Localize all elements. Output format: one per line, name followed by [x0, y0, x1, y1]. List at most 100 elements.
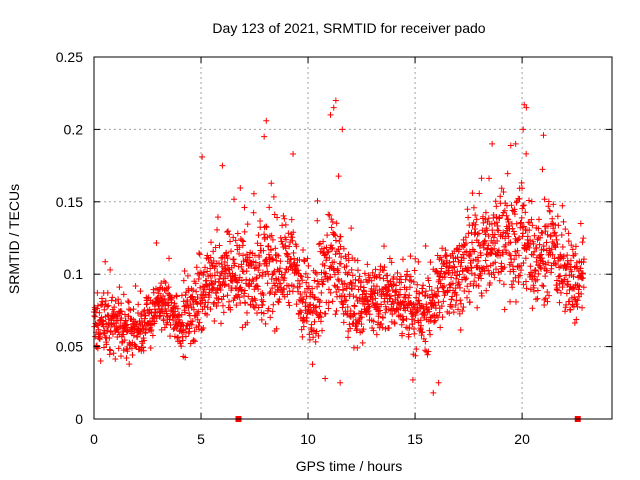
data-point: [549, 251, 556, 258]
data-point: [571, 319, 578, 326]
data-point: [532, 266, 539, 273]
data-point: [242, 300, 249, 307]
data-point: [312, 304, 319, 311]
data-point: [351, 257, 358, 264]
data-point: [572, 243, 579, 250]
data-point: [173, 293, 180, 300]
data-point: [220, 309, 227, 316]
data-point: [239, 324, 246, 331]
data-point: [502, 235, 509, 242]
data-point: [238, 277, 245, 284]
data-point: [214, 214, 221, 221]
data-point: [232, 237, 239, 244]
data-point: [315, 241, 322, 248]
data-point: [325, 211, 332, 218]
data-point: [163, 310, 170, 317]
data-point: [407, 253, 414, 260]
data-point: [491, 274, 498, 281]
data-point: [475, 230, 482, 237]
data-point: [318, 289, 325, 296]
data-point: [470, 204, 477, 211]
data-point: [296, 307, 303, 314]
data-point: [397, 273, 404, 280]
data-point: [303, 279, 310, 286]
data-point: [224, 255, 231, 262]
data-point: [341, 280, 348, 287]
data-point: [302, 299, 309, 306]
data-point: [275, 252, 282, 259]
data-point: [269, 285, 276, 292]
data-point: [165, 284, 172, 291]
data-point: [286, 302, 293, 309]
data-point: [218, 320, 225, 327]
data-point: [318, 314, 325, 321]
data-point: [118, 308, 125, 315]
data-point: [549, 215, 556, 222]
data-point: [379, 324, 386, 331]
data-point: [475, 283, 482, 290]
data-point: [201, 286, 208, 293]
data-point: [410, 313, 417, 320]
data-point: [331, 230, 338, 237]
data-point: [486, 175, 493, 182]
data-point: [376, 274, 383, 281]
data-point: [310, 294, 317, 301]
data-point: [518, 179, 525, 186]
data-point: [510, 278, 517, 285]
data-point: [290, 151, 297, 158]
data-point: [276, 296, 283, 303]
data-point: [269, 236, 276, 243]
data-point: [426, 294, 433, 301]
data-point: [268, 276, 275, 283]
data-point: [156, 313, 163, 320]
data-point: [261, 231, 268, 238]
data-point: [471, 271, 478, 278]
data-point: [389, 311, 396, 318]
data-point: [267, 289, 274, 296]
data-point: [505, 218, 512, 225]
data-point: [512, 140, 519, 147]
data-point: [557, 272, 564, 279]
data-point: [96, 309, 103, 316]
data-point: [309, 285, 316, 292]
data-point: [518, 214, 525, 221]
data-point: [471, 248, 478, 255]
data-point: [462, 276, 469, 283]
data-point: [351, 303, 358, 310]
data-point: [210, 257, 217, 264]
data-point: [465, 214, 472, 221]
data-point: [228, 277, 235, 284]
data-point: [375, 310, 382, 317]
axis-ticks: [93, 56, 612, 420]
data-point: [535, 225, 542, 232]
data-point: [463, 275, 470, 282]
data-point: [95, 320, 102, 327]
data-point: [337, 243, 344, 250]
data-point: [478, 175, 485, 182]
data-point: [354, 267, 361, 274]
data-point: [221, 259, 228, 266]
data-point: [332, 311, 339, 318]
data-point: [467, 280, 474, 287]
data-point: [147, 322, 154, 329]
data-point: [515, 272, 522, 279]
data-point: [250, 190, 257, 197]
data-point: [320, 278, 327, 285]
data-point: [333, 307, 340, 314]
data-point: [140, 335, 147, 342]
data-point: [124, 346, 131, 353]
data-point: [324, 249, 331, 256]
y-tick-labels: 0 0.05 0.1 0.15 0.2 0.25: [56, 49, 83, 427]
data-point: [324, 232, 331, 239]
data-point: [358, 279, 365, 286]
data-point: [340, 245, 347, 252]
data-point: [197, 301, 204, 308]
y-tick-label: 0.15: [56, 194, 83, 210]
data-point: [265, 242, 272, 249]
data-point: [334, 284, 341, 291]
data-point: [191, 338, 198, 345]
data-point: [580, 256, 587, 263]
y-tick-label: 0: [75, 411, 83, 427]
data-point: [125, 298, 132, 305]
data-point: [322, 270, 329, 277]
